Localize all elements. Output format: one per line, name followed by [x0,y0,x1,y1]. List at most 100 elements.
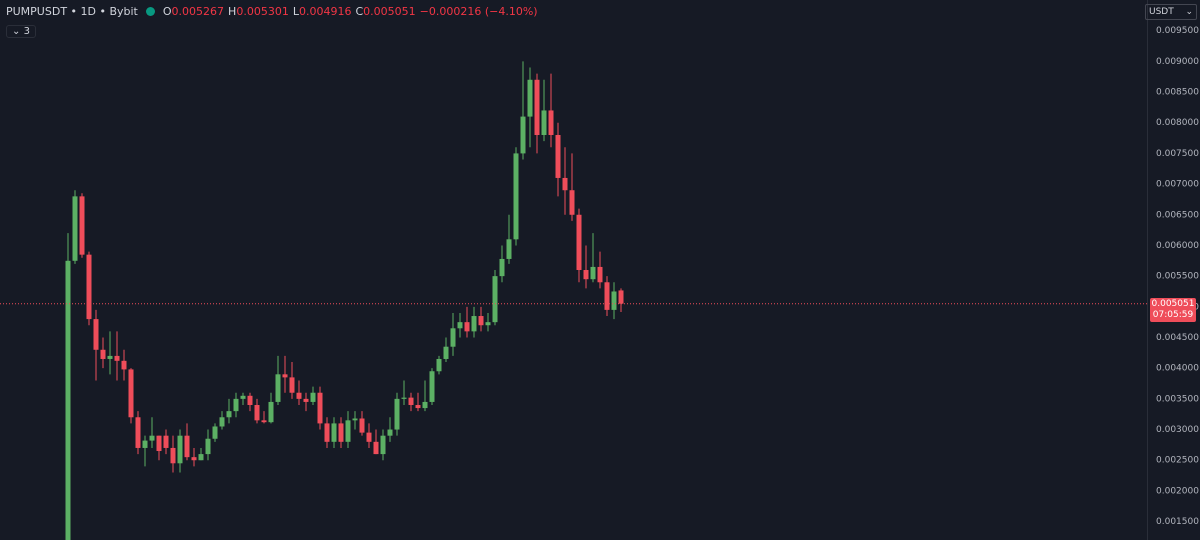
candle-body [317,392,323,424]
candle-body [492,276,498,323]
ohlc-item: O0.005267 [163,5,224,18]
ohlc-letter: O [162,5,172,18]
candle-body [513,153,519,240]
candle-body [219,417,225,427]
candle-body [604,282,610,310]
candle-body [72,196,78,261]
candle-body [261,420,267,423]
candle-body [527,79,533,117]
candle-body [562,177,568,191]
candle-body [352,418,358,421]
price-tag: 0.005051 07:05:59 [1150,297,1196,322]
candle-body [149,435,155,441]
candle-body [296,392,302,399]
header: PUMPUSDT • 1D • Bybit O0.005267 H0.005301… [6,5,538,18]
candle-body [114,355,120,361]
candle-body [191,457,197,461]
candle-body [534,79,540,135]
candle-body [247,395,253,405]
candle-body [506,239,512,259]
currency-select[interactable]: USDT ⌄ [1145,4,1197,20]
indicator-toggle[interactable]: ⌄ 3 [6,25,36,38]
candle-body [198,454,204,461]
candle-body [310,392,316,402]
candle-body [128,369,134,418]
y-tick-label: 0.007000 [1156,180,1199,190]
candle-body [331,423,337,442]
candle-body [590,266,596,280]
y-tick-label: 0.004000 [1156,364,1199,374]
candle-body [275,374,281,402]
ohlc-value: 0.005267 [171,5,225,18]
y-tick-label: 0.002000 [1156,486,1199,496]
candle-body [86,254,92,320]
candle-body [282,374,288,378]
candle-body [576,214,582,270]
ohlc-item: L0.004916 [293,5,352,18]
candle-body [415,405,421,409]
y-tick-label: 0.003000 [1156,425,1199,435]
candle-body [548,110,554,135]
candle-body [569,190,575,215]
candle-body [401,397,407,399]
ohlc-letter: H [228,5,237,18]
candle-body [443,346,449,359]
ohlc-letter: L [292,5,299,18]
ohlc-value: 0.005301 [236,5,289,18]
y-tick-label: 0.004500 [1156,333,1199,343]
y-tick-label: 0.002500 [1156,456,1199,466]
candle-body [618,290,624,304]
candle-body [436,358,442,372]
candle-body [583,270,589,280]
last-price: 0.005051 [1151,298,1195,309]
ohlc-value: 0.005051 [363,5,416,18]
candle-body [135,417,141,448]
y-tick-label: 0.005500 [1156,272,1199,282]
candle-body [65,260,71,540]
candle-body [450,328,456,347]
candle-body [240,395,246,399]
candle-body [555,135,561,178]
status-dot [145,7,155,16]
y-tick-label: 0.008000 [1156,118,1199,128]
candle-body [478,316,484,326]
candle-body [163,435,169,448]
candle-body [254,405,260,421]
candle-body [121,360,127,370]
ohlc-letter: C [355,5,364,18]
symbol: PUMPUSDT • 1D • Bybit [6,5,138,18]
candle-body [408,397,414,405]
candle-body [457,322,463,329]
ohlc-item: H0.005301 [228,5,289,18]
candle-body [541,110,547,135]
change: −0.000216 (−4.10%) [419,5,538,18]
candle-body [597,266,603,283]
candle-body [212,426,218,439]
candle-body [170,447,176,464]
candle-body [177,435,183,464]
candle-body [520,116,526,154]
candle-body [611,291,617,310]
candle-body [100,349,106,359]
y-tick-label: 0.006500 [1156,210,1199,220]
indicator-count: 3 [23,26,30,37]
candle-body [338,423,344,442]
candle-body [289,377,295,393]
y-tick-label: 0.006000 [1156,241,1199,251]
candle-body [359,418,365,433]
candle-body [107,355,113,359]
candle-body [93,319,99,350]
candle-body [345,420,351,442]
candle-body [387,429,393,436]
candle-body [79,196,85,255]
candle-body [205,438,211,455]
y-tick-label: 0.003500 [1156,394,1199,404]
candle-body [394,398,400,430]
y-tick-label: 0.008500 [1156,88,1199,98]
y-tick-label: 0.009000 [1156,57,1199,67]
countdown: 07:05:59 [1152,309,1194,320]
y-tick-label: 0.009500 [1156,26,1199,36]
candle-body [422,401,428,409]
